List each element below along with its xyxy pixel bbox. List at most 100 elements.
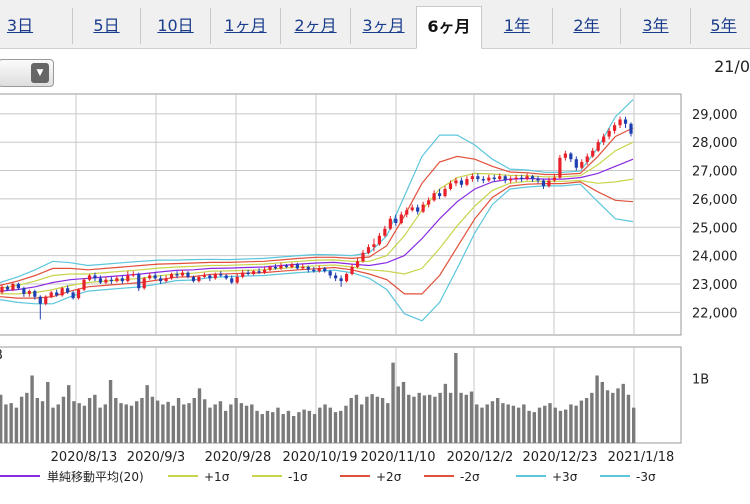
- tab-3[interactable]: 1ヶ月: [210, 8, 280, 44]
- volume-bar: [77, 403, 81, 443]
- volume-bar: [229, 404, 233, 443]
- volume-bar: [532, 412, 537, 443]
- volume-bar: [480, 407, 484, 443]
- candle-body: [11, 283, 15, 290]
- volume-bar: [260, 414, 264, 443]
- candle-body: [175, 274, 179, 276]
- candle-body: [629, 123, 633, 134]
- volume-bar: [187, 403, 191, 443]
- volume-bar: [443, 383, 448, 443]
- triangle-down-icon[interactable]: ▼: [31, 63, 49, 83]
- volume-bar: [61, 396, 66, 443]
- volume-bar: [286, 410, 291, 443]
- volume-bar: [632, 407, 636, 443]
- candle-body: [514, 177, 518, 180]
- candle-body: [443, 188, 447, 197]
- tab-5[interactable]: 3ヶ月: [350, 8, 416, 44]
- volume-bar: [574, 405, 578, 443]
- candle-body: [98, 278, 103, 283]
- candle-body: [383, 228, 387, 236]
- volume-bar: [161, 404, 165, 443]
- candle-body: [44, 296, 48, 304]
- candle-body: [137, 274, 141, 289]
- tab-10[interactable]: 5年: [690, 8, 750, 44]
- volume-bar: [265, 410, 270, 443]
- x-tick-label: 2020/9/28: [205, 450, 272, 465]
- y-tick-label: 23,000: [692, 278, 738, 293]
- volume-bar: [302, 409, 306, 443]
- volume-bar: [197, 388, 202, 443]
- chart-type-dropdown[interactable]: ▼: [0, 59, 54, 87]
- x-tick-label: 2020/8/13: [51, 450, 118, 465]
- volume-bar: [422, 395, 427, 443]
- tab-7[interactable]: 1年: [503, 16, 531, 35]
- candle-body: [66, 288, 70, 293]
- volume-bar: [176, 398, 181, 443]
- volume-bar: [380, 398, 385, 443]
- volume-bar: [192, 398, 196, 443]
- volume-bar: [563, 409, 568, 443]
- volume-bar: [475, 404, 479, 443]
- candle-body: [448, 183, 453, 189]
- volume-bar: [584, 398, 589, 443]
- candle-body: [115, 278, 119, 282]
- legend-label-m3: -3σ: [636, 470, 656, 484]
- volume-bar: [135, 401, 139, 443]
- volume-bar: [244, 405, 249, 443]
- volume-bar: [82, 405, 87, 443]
- y-tick-label: 22,000: [692, 306, 738, 321]
- candle-body: [104, 279, 108, 283]
- candle-body: [399, 214, 403, 224]
- candle-body: [377, 235, 381, 245]
- candle-body: [361, 252, 365, 262]
- tab-8[interactable]: 2年: [552, 8, 620, 44]
- volume-bar: [417, 392, 421, 443]
- candle-body: [498, 176, 502, 180]
- volume-bar: [611, 392, 615, 443]
- candle-body: [126, 275, 130, 282]
- candle-body: [602, 136, 606, 143]
- tab-6[interactable]: 6ヶ月: [416, 6, 482, 49]
- volume-bar: [433, 396, 437, 443]
- candle-body: [470, 176, 474, 180]
- candle-body: [186, 272, 190, 277]
- volume-bar: [218, 401, 223, 443]
- candle-body: [618, 119, 622, 126]
- volume-bar: [359, 404, 364, 443]
- candle-body: [344, 274, 349, 282]
- volume-bar: [605, 390, 610, 443]
- candle-body: [503, 176, 507, 181]
- volume-bar: [626, 394, 631, 443]
- volume-bar: [271, 412, 275, 443]
- volume-bar: [527, 410, 531, 443]
- tab-9[interactable]: 3年: [620, 8, 690, 44]
- candle-body: [437, 193, 442, 197]
- tab-4[interactable]: 2ヶ月: [280, 8, 350, 44]
- volume-bar: [328, 407, 332, 443]
- tab-1[interactable]: 5日: [72, 8, 140, 44]
- candle-body: [109, 279, 113, 282]
- candle-body: [323, 268, 327, 272]
- candle-body: [38, 296, 42, 304]
- candle-body: [60, 288, 64, 296]
- x-tick-label: 2020/10/19: [283, 450, 358, 465]
- candle-body: [541, 180, 546, 187]
- legend-label-p3: +3σ: [552, 470, 578, 484]
- volume-bar: [511, 405, 516, 443]
- candle-body: [16, 283, 21, 289]
- candle-body: [481, 179, 485, 181]
- volume-bar: [396, 386, 400, 443]
- tab-2[interactable]: 10日: [140, 8, 210, 44]
- volume-bar: [124, 404, 128, 443]
- candle-body: [366, 247, 371, 253]
- volume-bar: [98, 407, 102, 443]
- candle-body: [591, 150, 595, 157]
- candle-body: [547, 180, 551, 187]
- volume-bar: [250, 404, 254, 443]
- volume-bar: [427, 394, 432, 443]
- candle-body: [148, 275, 152, 279]
- tab-0[interactable]: 3日: [6, 16, 34, 35]
- candle-body: [224, 275, 228, 279]
- volume-bar: [72, 401, 76, 443]
